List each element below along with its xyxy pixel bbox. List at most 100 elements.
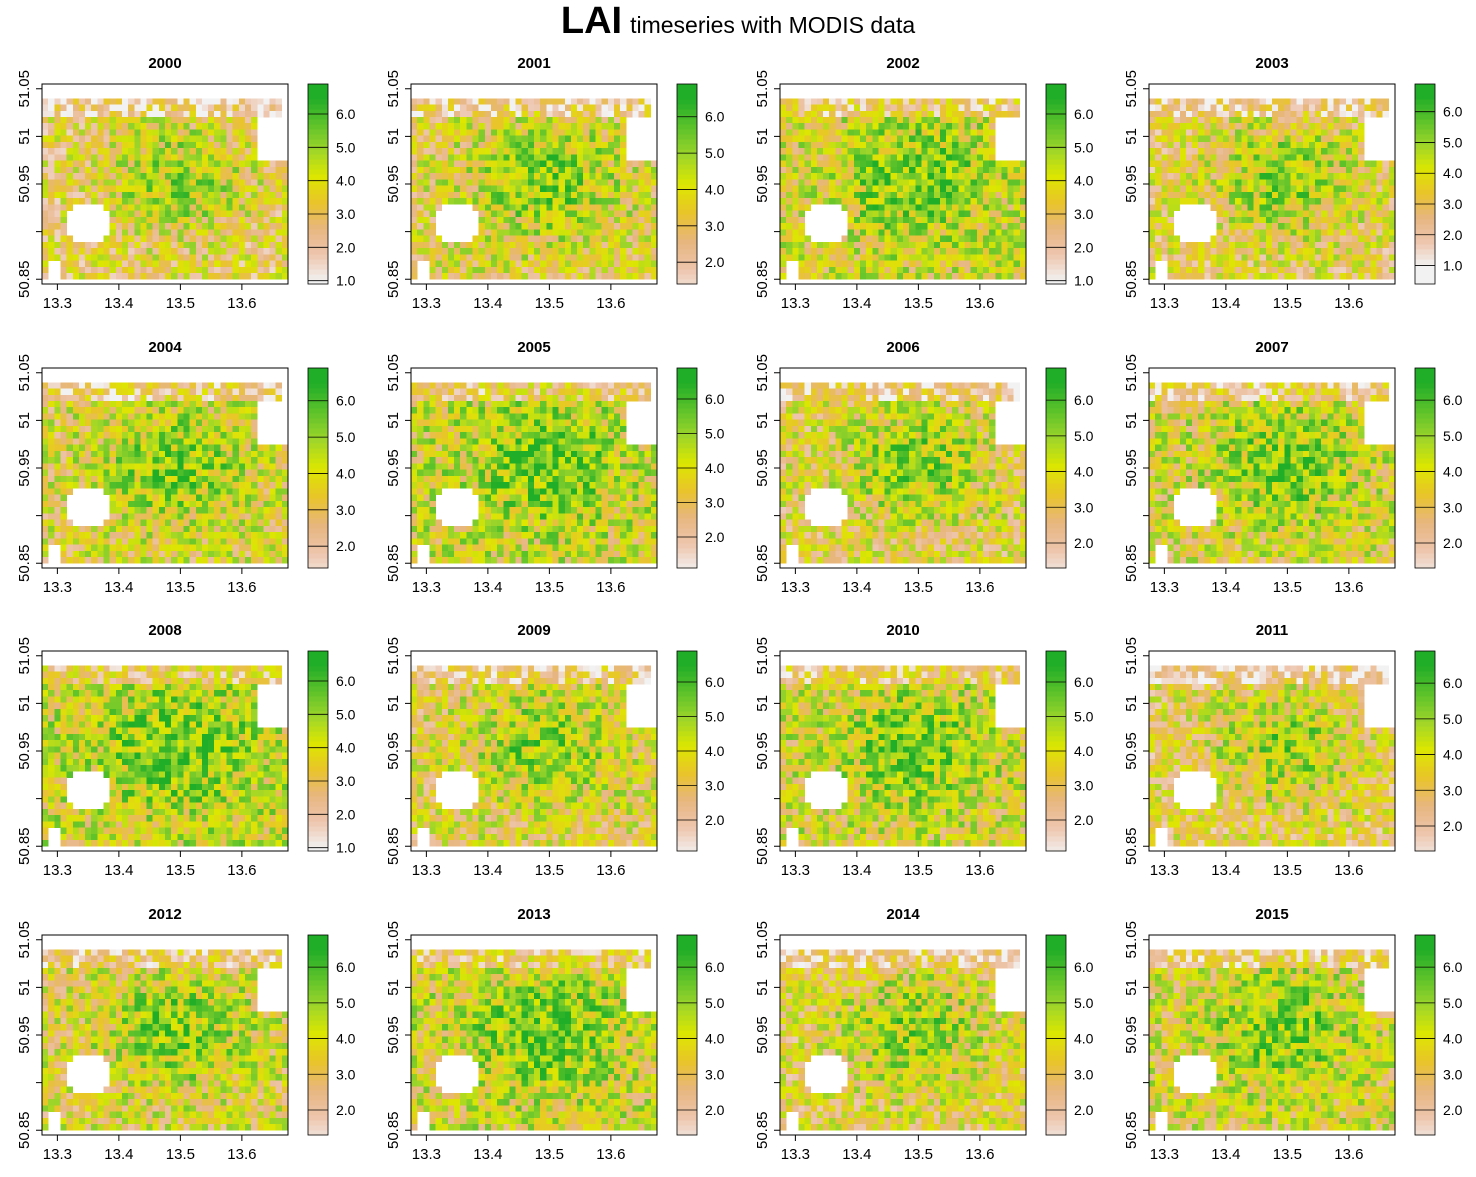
raster-cell [208, 216, 215, 224]
raster-cell [921, 104, 928, 112]
raster-cell [1321, 104, 1328, 112]
raster-cell [915, 266, 922, 274]
raster-cell [509, 135, 516, 143]
legend-swatch [1415, 154, 1435, 160]
raster-cell [171, 110, 178, 118]
legend-swatch [677, 204, 697, 210]
raster-cell [189, 241, 197, 249]
raster-cell [54, 129, 61, 137]
raster-cell [1235, 229, 1242, 236]
raster-cell [915, 148, 922, 155]
raster-cell [417, 104, 424, 112]
raster-cell [226, 388, 233, 396]
raster-cell [60, 254, 67, 261]
raster-cell [1222, 117, 1230, 124]
raster-cell [42, 166, 49, 174]
raster-cell [1259, 148, 1267, 155]
raster-cell [1228, 229, 1236, 236]
raster-cell [177, 413, 184, 421]
raster-cell [1013, 166, 1021, 174]
raster-cell [995, 198, 1002, 205]
raster-cell [134, 394, 141, 402]
raster-cell [152, 173, 160, 180]
raster-cell [158, 135, 166, 143]
raster-cell [620, 260, 627, 268]
raster-cell [454, 104, 461, 112]
legend-swatch [677, 84, 697, 90]
raster-cell [798, 104, 805, 112]
raster-cell [620, 141, 627, 149]
raster-cell [976, 129, 984, 137]
raster-cell [1185, 104, 1193, 112]
raster-cell [638, 241, 645, 249]
raster-cell [1358, 216, 1365, 224]
raster-cell [546, 166, 553, 174]
raster-cell [146, 248, 153, 255]
raster-cell [91, 432, 98, 439]
raster-cell [1247, 154, 1254, 161]
raster-cell [927, 223, 935, 230]
raster-cell [232, 148, 240, 155]
raster-cell [939, 173, 947, 180]
raster-cell [214, 394, 221, 402]
raster-cell [183, 166, 190, 174]
raster-cell [952, 248, 959, 255]
raster-cell [109, 241, 117, 249]
raster-cell [921, 216, 928, 224]
raster-cell [1210, 166, 1217, 174]
raster-cell [564, 191, 572, 199]
raster-cell [546, 266, 553, 274]
raster-cell [989, 204, 996, 211]
raster-cell [982, 148, 990, 155]
raster-cell [939, 141, 947, 149]
raster-cell [804, 266, 812, 274]
raster-cell [847, 248, 855, 255]
raster-cell [780, 216, 787, 224]
raster-cell [607, 141, 615, 149]
raster-cell [466, 179, 473, 186]
raster-cell [872, 216, 879, 224]
raster-cell [429, 260, 436, 268]
raster-cell [872, 141, 879, 149]
raster-cell [226, 241, 233, 249]
raster-cell [220, 438, 227, 445]
raster-cell [823, 266, 830, 274]
raster-cell [429, 198, 436, 205]
raster-cell [946, 235, 953, 243]
raster-cell [1321, 198, 1328, 205]
raster-cell [1278, 173, 1285, 180]
raster-cell [42, 266, 49, 274]
legend-tick-label: 6.0 [1074, 106, 1094, 122]
legend-swatch [1415, 159, 1435, 165]
raster-cell [1265, 141, 1273, 149]
raster-cell [964, 216, 971, 224]
raster-cell [48, 110, 55, 118]
raster-cell [152, 413, 160, 421]
raster-cell [1308, 179, 1316, 186]
x-tick-label: 13.5 [535, 295, 564, 312]
raster-cell [97, 104, 104, 112]
raster-cell [1253, 241, 1260, 249]
raster-cell [589, 260, 596, 268]
raster-cell [232, 204, 240, 211]
raster-cell [121, 254, 129, 261]
raster-cell [195, 216, 203, 224]
raster-cell [91, 444, 98, 452]
raster-cell [1241, 241, 1248, 249]
raster-cell [989, 223, 996, 230]
raster-cell [220, 179, 227, 186]
raster-cell [534, 110, 541, 118]
raster-cell [927, 104, 935, 112]
raster-cell [1278, 191, 1285, 199]
raster-cell [1296, 166, 1304, 174]
raster-cell [786, 117, 793, 124]
raster-cell [1272, 216, 1279, 224]
raster-cell [121, 154, 129, 161]
raster-cell [417, 160, 424, 168]
raster-cell [54, 382, 61, 389]
raster-cell [466, 166, 473, 174]
panel-title: 2002 [886, 55, 919, 72]
raster-cell [607, 123, 615, 130]
raster-cell [521, 98, 529, 105]
raster-cell [441, 110, 449, 118]
